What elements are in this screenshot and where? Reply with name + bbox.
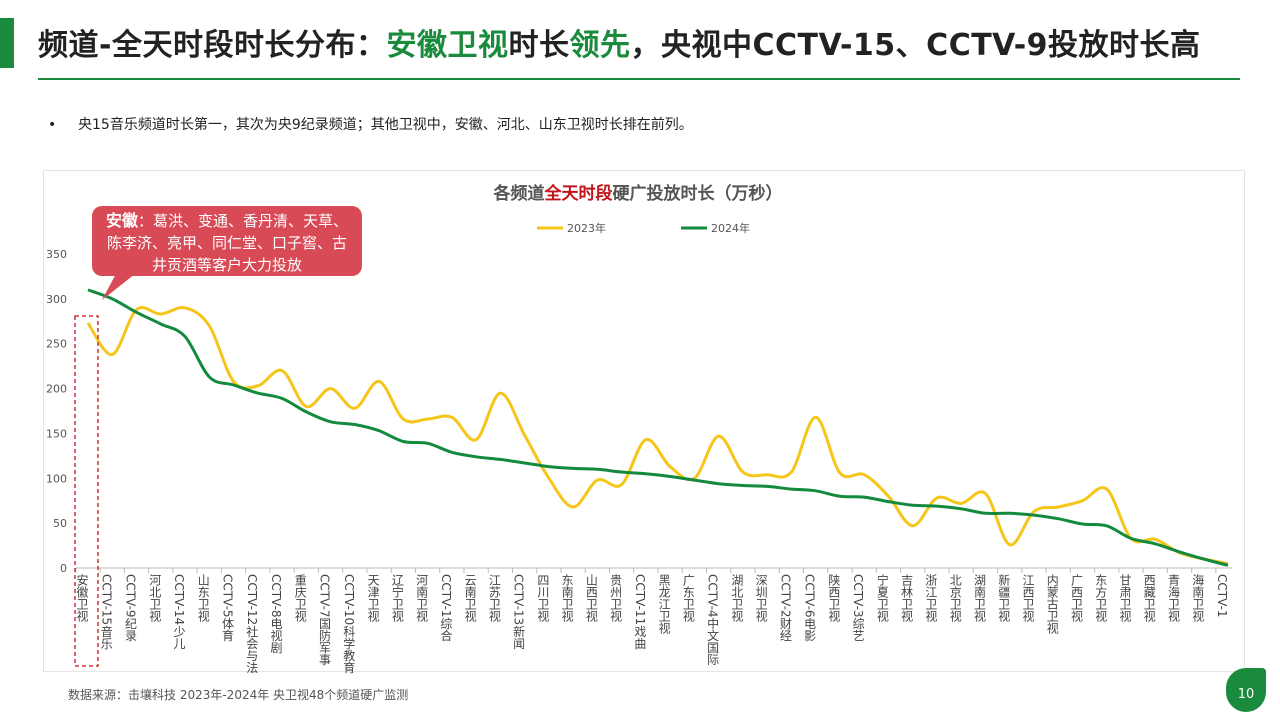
x-tick-label: 内蒙古卫视: [1045, 574, 1059, 634]
y-tick-label: 250: [46, 338, 67, 351]
callout-anhui: 安徽：葛洪、变通、香丹清、天草、陈李济、亮甲、同仁堂、口子窖、古井贡酒等客户大力…: [92, 206, 362, 276]
x-tick-label: CCTV-10科学教育: [342, 574, 356, 674]
x-tick-label: 河南卫视: [415, 574, 429, 622]
x-tick-label: 吉林卫视: [900, 574, 914, 622]
y-tick-label: 150: [46, 427, 67, 440]
x-tick-label: CCTV-2财经: [778, 574, 792, 642]
title-divider: [38, 78, 1240, 80]
title-highlight-anhui: 安徽卫视: [386, 28, 509, 63]
y-tick-label: 50: [53, 517, 67, 530]
callout-text: ：葛洪、变通、香丹清、天草、陈李济、亮甲、同仁堂、口子窖、古井贡酒等客户大力投放: [106, 212, 349, 274]
x-tick-label: 海南卫视: [1191, 573, 1205, 622]
legend-label-2023年: 2023年: [567, 221, 606, 235]
data-source-footnote: 数据来源：击壤科技 2023年-2024年 央卫视48个频道硬广监测: [68, 688, 409, 702]
x-tick-label: 四川卫视: [536, 574, 550, 622]
x-tick-label: CCTV-12社会与法: [245, 574, 259, 673]
x-tick-label: 贵州卫视: [609, 574, 623, 622]
x-tick-label: 东南卫视: [560, 574, 574, 622]
x-tick-label: 广西卫视: [1069, 574, 1083, 622]
page-number-badge: 10: [1226, 668, 1266, 712]
callout-pointer: [102, 270, 140, 300]
x-tick-label: 河北卫视: [148, 574, 162, 622]
x-tick-label: 天津卫视: [366, 574, 380, 622]
summary-bullet: • 央15音乐频道时长第一，其次为央9纪录频道；其他卫视中，安徽、河北、山东卫视时…: [48, 114, 693, 134]
x-tick-label: 湖南卫视: [972, 573, 986, 622]
series-line-2023年: [86, 306, 1229, 565]
x-tick-label: CCTV-1综合: [439, 574, 453, 642]
callout-bold: 安徽: [105, 211, 138, 230]
x-tick-label: 黑龙江卫视: [657, 574, 671, 634]
x-tick-label: 陕西卫视: [827, 573, 841, 622]
x-tick-label: CCTV-13新闻: [512, 574, 526, 649]
x-axis: 安徽卫视 CCTV-15音乐 CCTV-9纪录 河北卫视 CCTV-14少儿 山东卫视 CC…: [75, 567, 1232, 674]
title-highlight-leading: 领先: [569, 28, 631, 63]
page-title: 频道-全天时段时长分布：安徽卫视时长领先，央视中CCTV-15、CCTV-9投放…: [38, 28, 1201, 63]
y-tick-label: 100: [46, 472, 67, 485]
x-tick-label: 辽宁卫视: [390, 574, 404, 622]
x-tick-label: 北京卫视: [948, 574, 962, 622]
x-tick-label: CCTV-14少儿: [172, 574, 186, 650]
x-tick-label: CCTV-6电影: [803, 574, 817, 642]
x-tick-label: 山西卫视: [584, 574, 598, 622]
x-tick-label: CCTV-1: [1215, 574, 1229, 618]
x-tick-label: 浙江卫视: [924, 574, 938, 622]
series-lines: [86, 288, 1229, 567]
x-tick-label: 新疆卫视: [997, 573, 1011, 622]
x-tick-label: 安徽卫视: [75, 573, 89, 622]
x-tick-label: CCTV-8电视剧: [269, 574, 283, 654]
x-tick-label: 江苏卫视: [487, 574, 501, 622]
x-tick-label: 江西卫视: [1021, 574, 1035, 622]
x-tick-label: 甘肃卫视: [1118, 574, 1132, 622]
y-tick-label: 0: [60, 562, 67, 575]
chart-frame: [43, 170, 1245, 672]
chart-title: 各频道全天时段硬广投放时长（万秒）: [493, 183, 783, 204]
x-tick-label: 云南卫视: [463, 574, 477, 622]
x-tick-label: 广东卫视: [681, 574, 695, 622]
bullet-symbol: •: [48, 117, 57, 133]
x-tick-label: 重庆卫视: [293, 574, 307, 622]
x-tick-label: CCTV-4中文国际: [706, 574, 720, 666]
x-tick-label: 青海卫视: [1166, 574, 1180, 622]
bullet-text: 央15音乐频道时长第一，其次为央9纪录频道；其他卫视中，安徽、河北、山东卫视时长…: [78, 117, 693, 133]
y-tick-label: 350: [46, 248, 67, 261]
x-tick-label: 宁夏卫视: [875, 573, 889, 622]
x-tick-label: 湖北卫视: [730, 573, 744, 622]
x-tick-label: 山东卫视: [196, 574, 210, 622]
x-tick-label: CCTV-11戏曲: [633, 574, 647, 649]
y-tick-label: 300: [46, 293, 67, 306]
legend-label-2024年: 2024年: [711, 221, 750, 235]
highlight-box-anhui: [74, 315, 99, 667]
x-tick-label: 东方卫视: [1094, 574, 1108, 622]
y-axis: 0 50 100 150 200 250 300 350: [46, 248, 67, 575]
accent-bar: [0, 18, 14, 68]
series-line-2024年: [87, 288, 1229, 567]
chart-legend: 2023年 2024年: [537, 221, 750, 235]
y-tick-label: 200: [46, 383, 67, 396]
x-tick-label: CCTV-15音乐: [99, 574, 113, 649]
x-tick-label: 深圳卫视: [754, 574, 768, 622]
x-tick-label: CCTV-3综艺: [851, 574, 865, 642]
chart-title-highlight: 全天时段: [544, 183, 613, 204]
x-tick-label: 西藏卫视: [1142, 574, 1156, 622]
x-tick-label: CCTV-9纪录: [124, 574, 138, 642]
x-tick-label: CCTV-7国防军事: [318, 574, 332, 666]
x-tick-label: CCTV-5体育: [221, 574, 235, 642]
